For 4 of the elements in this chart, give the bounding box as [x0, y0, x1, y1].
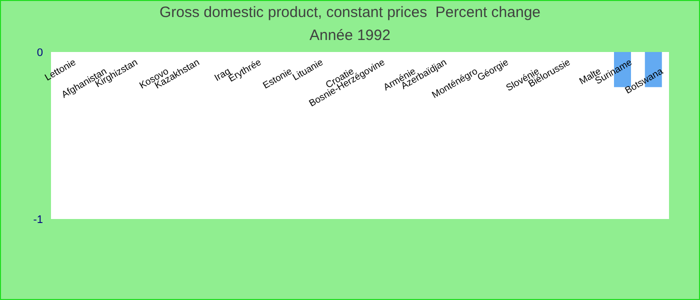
y-tick-label: 0 [36, 46, 43, 59]
y-tick-label: -1 [33, 214, 43, 226]
chart-subtitle: Année 1992 [308, 27, 392, 44]
chart-title: Gross domestic product, constant prices Percent change [158, 4, 542, 21]
